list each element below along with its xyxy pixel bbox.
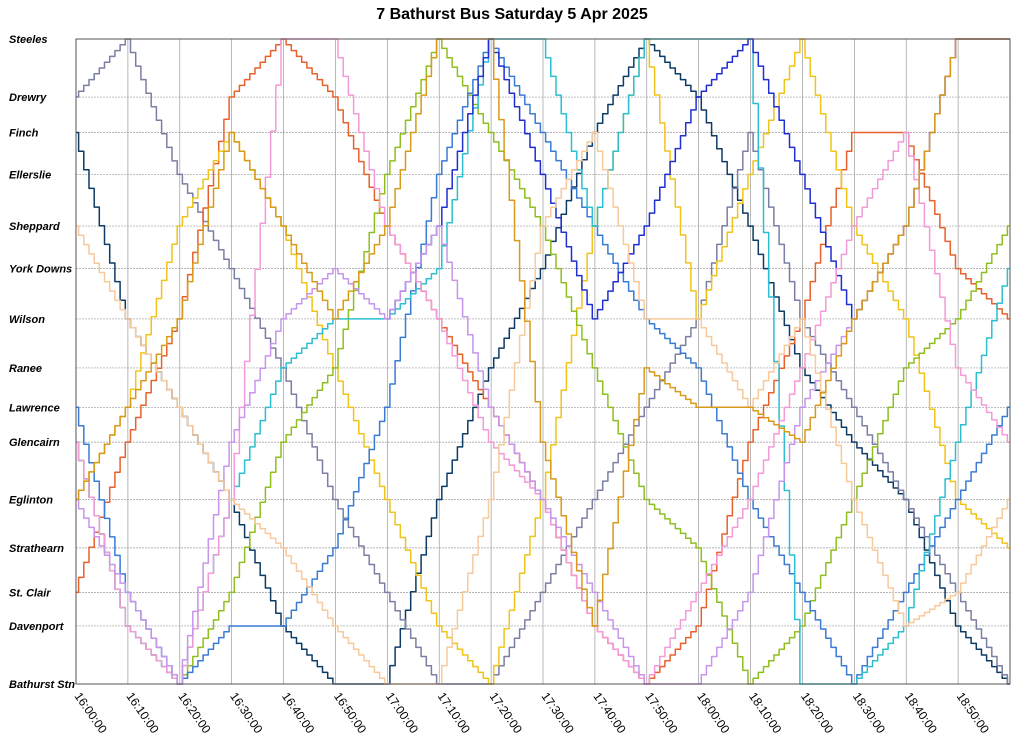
time-tick-label: 18:20:00: [798, 690, 836, 737]
time-tick-label: 16:20:00: [175, 690, 213, 737]
time-tick-label: 16:00:00: [72, 690, 110, 737]
chart-title: 7 Bathurst Bus Saturday 5 Apr 2025: [376, 6, 648, 23]
bus-trace-11: [76, 131, 1010, 685]
stop-label: Bathurst Stn: [9, 679, 75, 691]
stop-label: Finch: [9, 128, 39, 140]
stop-label: Strathearn: [9, 543, 64, 555]
stop-label: Steeles: [9, 34, 48, 46]
stop-label: Eglinton: [9, 495, 53, 507]
bus-trace-10: [76, 38, 1010, 685]
stop-label: York Downs: [9, 264, 72, 276]
stop-label: Drewry: [9, 92, 47, 104]
stop-label: Lawrence: [9, 402, 60, 414]
time-tick-label: 17:00:00: [383, 690, 421, 737]
time-tick-label: 17:50:00: [642, 690, 680, 737]
plot-frame: [75, 38, 1011, 685]
time-tick-label: 17:30:00: [539, 690, 577, 737]
time-tick-label: 16:30:00: [227, 690, 265, 737]
stop-label: Davenport: [9, 621, 65, 633]
time-tick-label: 18:00:00: [694, 690, 732, 737]
stop-label: Sheppard: [9, 221, 60, 233]
time-tick-label: 16:10:00: [123, 690, 161, 737]
series-lines: [76, 38, 1010, 685]
time-labels: 16:00:00 16:10:00 16:20:00 16:30:00 16:40:00…: [72, 690, 993, 737]
stop-label: Ranee: [9, 363, 42, 375]
time-tick-label: 16:40:00: [279, 690, 317, 737]
time-tick-label: 17:20:00: [487, 690, 525, 737]
bus-trace-12: [76, 38, 1010, 627]
stop-label: St. Clair: [9, 587, 51, 599]
time-tick-label: 18:50:00: [954, 690, 992, 737]
time-tick-label: 18:40:00: [902, 690, 940, 737]
gridlines: [75, 38, 1010, 685]
time-tick-label: 18:10:00: [746, 690, 784, 737]
stop-label: Glencairn: [9, 437, 60, 449]
stop-labels: Steeles Drewry Finch Ellerslie Sheppard York …: [9, 34, 75, 691]
stop-label: Ellerslie: [9, 169, 51, 181]
bus-trace-9: [76, 38, 1010, 685]
time-tick-label: 18:30:00: [850, 690, 888, 737]
time-tick-label: 17:10:00: [435, 690, 473, 737]
stop-label: Wilson: [9, 314, 45, 326]
time-tick-label: 17:40:00: [590, 690, 628, 737]
bus-trace-2: [76, 38, 1010, 685]
time-tick-label: 16:50:00: [331, 690, 369, 737]
